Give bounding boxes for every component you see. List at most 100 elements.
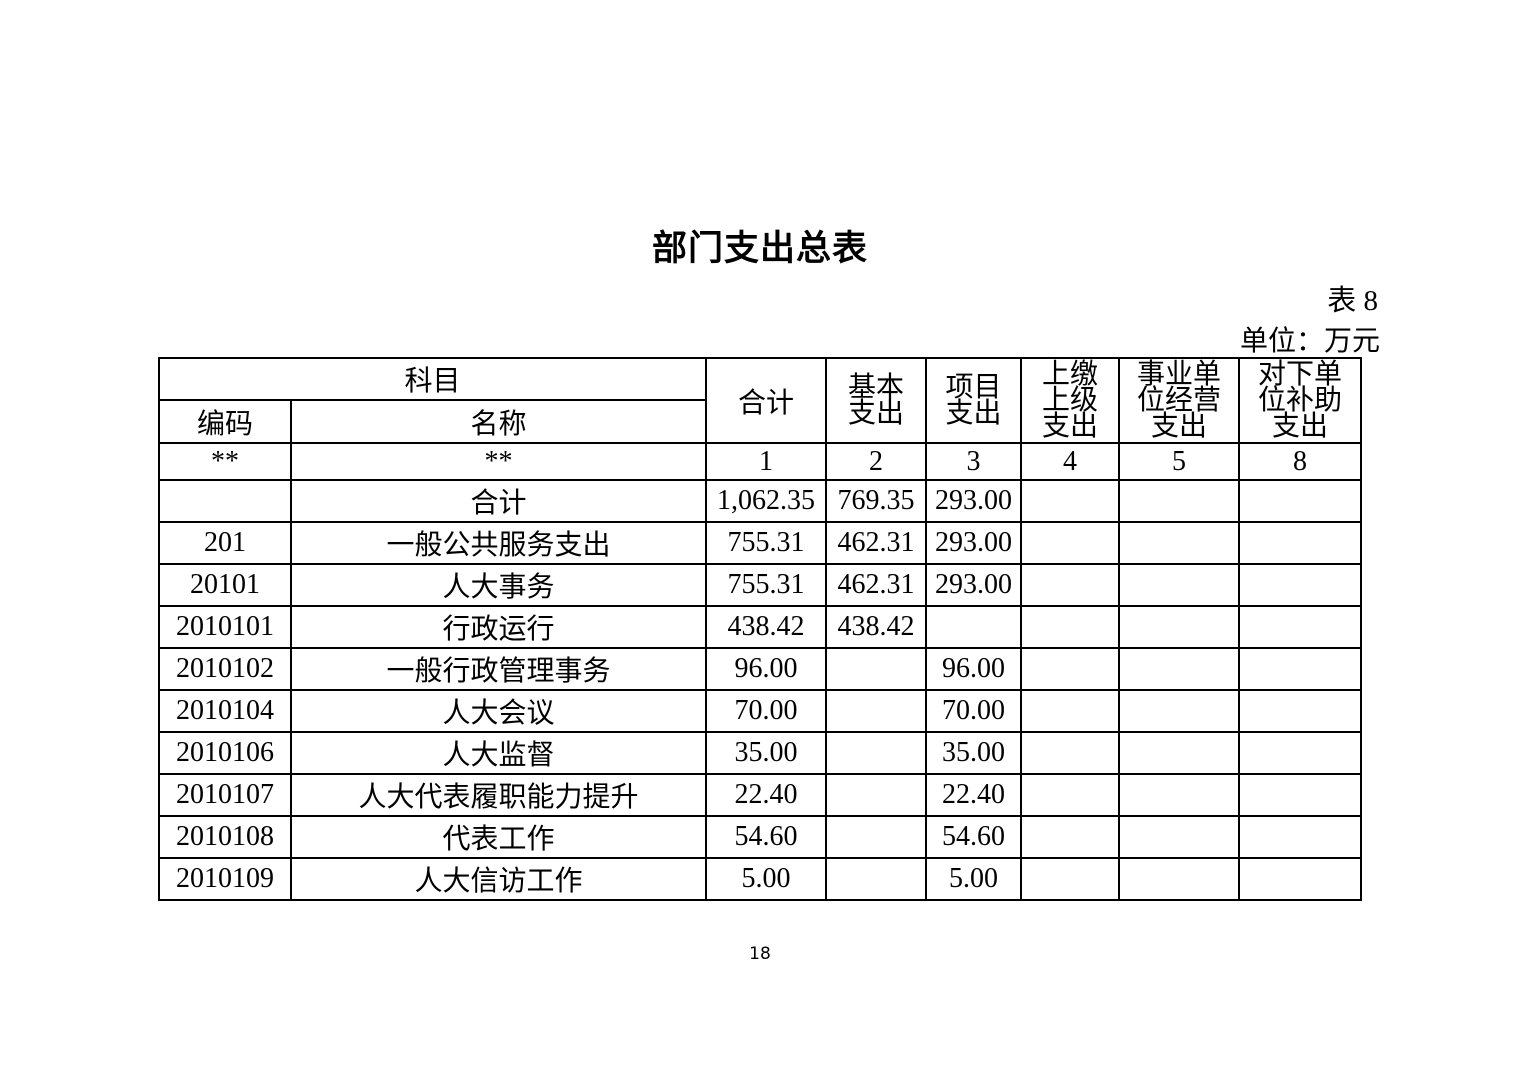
index-cell-total: 1 [705, 442, 828, 481]
table-row: 2010107 人大代表履职能力提升 22.40 22.40 [158, 773, 1363, 817]
cell-code: 2010108 [158, 815, 292, 859]
cell-upper [1020, 605, 1121, 649]
index-cell-basic: 2 [825, 442, 928, 481]
cell-upper [1020, 731, 1121, 775]
cell-basic [825, 731, 928, 775]
cell-total: 54.60 [705, 815, 828, 859]
table-row: 2010108 代表工作 54.60 54.60 [158, 815, 1363, 859]
cell-business [1118, 815, 1241, 859]
cell-total: 755.31 [705, 521, 828, 565]
cell-total: 70.00 [705, 689, 828, 733]
table-row: 20101 人大事务 755.31 462.31 293.00 [158, 563, 1363, 607]
cell-business [1118, 563, 1241, 607]
header-row-subject: 科目 合计 基本 支出 项目 支出 上缴 上级 支出 事业单 位经营 支出 对下… [157, 357, 1363, 444]
cell-basic [825, 773, 928, 817]
cell-name: 一般公共服务支出 [289, 521, 708, 565]
table-row: 2010104 人大会议 70.00 70.00 [158, 689, 1363, 733]
header-project-expenditure: 项目 支出 [925, 357, 1023, 444]
header-row-codename: 编码 名称 [158, 399, 1361, 444]
cell-name: 合计 [289, 479, 708, 523]
cell-upper [1020, 857, 1121, 901]
header-subject: 科目 [157, 357, 708, 401]
cell-basic [825, 689, 928, 733]
header-name: 名称 [289, 399, 708, 444]
page-number: 18 [749, 944, 771, 964]
cell-upper [1020, 479, 1121, 523]
cell-name: 一般行政管理事务 [289, 647, 708, 691]
cell-code: 2010101 [158, 605, 292, 649]
cell-business [1118, 647, 1241, 691]
cell-basic: 462.31 [825, 563, 928, 607]
header-total: 合计 [705, 357, 828, 444]
cell-basic: 462.31 [825, 521, 928, 565]
cell-code: 2010109 [158, 857, 292, 901]
cell-total: 438.42 [705, 605, 828, 649]
cell-subsidy [1238, 689, 1363, 733]
cell-subsidy [1238, 857, 1363, 901]
cell-business [1118, 689, 1241, 733]
cell-business [1118, 479, 1241, 523]
cell-total: 1,062.35 [705, 479, 828, 523]
table-row: 201 一般公共服务支出 755.31 462.31 293.00 [158, 521, 1363, 565]
cell-total: 755.31 [705, 563, 828, 607]
cell-project: 70.00 [925, 689, 1023, 733]
cell-project: 293.00 [925, 479, 1023, 523]
cell-total: 96.00 [705, 647, 828, 691]
cell-subsidy [1238, 647, 1363, 691]
cell-code: 2010102 [158, 647, 292, 691]
cell-code: 2010106 [158, 731, 292, 775]
cell-name: 人大会议 [289, 689, 708, 733]
index-cell-business: 5 [1118, 442, 1241, 481]
header-basic-expenditure: 基本 支出 [825, 357, 928, 444]
index-cell-upper: 4 [1020, 442, 1121, 481]
cell-name: 人大信访工作 [289, 857, 708, 901]
header-business-operation-expenditure: 事业单 位经营 支出 [1118, 357, 1241, 444]
index-cell-subsidy: 8 [1238, 442, 1363, 481]
cell-project: 22.40 [925, 773, 1023, 817]
cell-name: 代表工作 [289, 815, 708, 859]
cell-subsidy [1238, 731, 1363, 775]
cell-name: 人大代表履职能力提升 [289, 773, 708, 817]
cell-upper [1020, 689, 1121, 733]
cell-code: 201 [158, 521, 292, 565]
table-number-label: 表 8 [1327, 285, 1378, 317]
cell-business [1118, 605, 1241, 649]
cell-business [1118, 731, 1241, 775]
cell-project: 5.00 [925, 857, 1023, 901]
cell-upper [1020, 773, 1121, 817]
cell-upper [1020, 647, 1121, 691]
cell-total: 22.40 [705, 773, 828, 817]
cell-name: 行政运行 [289, 605, 708, 649]
cell-code: 20101 [158, 563, 292, 607]
table-row: 2010109 人大信访工作 5.00 5.00 [158, 857, 1363, 901]
cell-code: 2010104 [158, 689, 292, 733]
index-row: ** ** 1 2 3 4 5 8 [158, 442, 1363, 481]
cell-project: 293.00 [925, 521, 1023, 565]
cell-business [1118, 857, 1241, 901]
cell-basic [825, 857, 928, 901]
cell-name: 人大事务 [289, 563, 708, 607]
cell-subsidy [1238, 479, 1363, 523]
header-upper-level-expenditure: 上缴 上级 支出 [1020, 357, 1121, 444]
cell-project: 54.60 [925, 815, 1023, 859]
index-cell-code: ** [158, 442, 292, 481]
cell-total: 35.00 [705, 731, 828, 775]
cell-total: 5.00 [705, 857, 828, 901]
cell-basic [825, 815, 928, 859]
table-row: 2010102 一般行政管理事务 96.00 96.00 [158, 647, 1363, 691]
cell-subsidy [1238, 773, 1363, 817]
cell-business [1118, 521, 1241, 565]
cell-basic: 769.35 [825, 479, 928, 523]
page-title: 部门支出总表 [651, 229, 868, 268]
cell-upper [1020, 563, 1121, 607]
cell-project [925, 605, 1023, 649]
cell-subsidy [1238, 815, 1363, 859]
cell-project: 96.00 [925, 647, 1023, 691]
table-row: 2010106 人大监督 35.00 35.00 [158, 731, 1363, 775]
expenditure-summary-table: 科目 合计 基本 支出 项目 支出 上缴 上级 支出 事业单 位经营 支出 对下… [157, 357, 1363, 901]
cell-subsidy [1238, 521, 1363, 565]
header-subsidy-lower-expenditure: 对下单 位补助 支出 [1238, 357, 1363, 444]
table-row: 合计 1,062.35 769.35 293.00 [158, 479, 1363, 523]
header-code: 编码 [158, 399, 292, 444]
cell-subsidy [1238, 605, 1363, 649]
